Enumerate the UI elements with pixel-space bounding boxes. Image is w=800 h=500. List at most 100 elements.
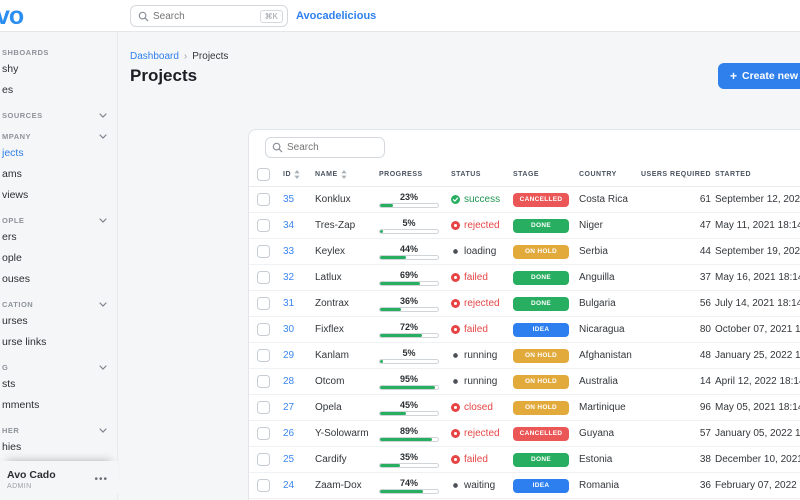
sidebar-item-label: mments — [2, 398, 40, 411]
project-id-link[interactable]: 33 — [283, 246, 295, 257]
project-name: Zontrax — [315, 298, 349, 309]
breadcrumb-dashboard[interactable]: Dashboard — [130, 51, 179, 62]
sidebar-item[interactable]: shy — [0, 58, 117, 79]
create-new-project-button[interactable]: + Create new pro — [718, 63, 800, 89]
stage-badge[interactable]: ON HOLD — [513, 400, 569, 415]
sidebar-section-heading[interactable]: G — [0, 361, 117, 373]
progress-indicator: 45% — [379, 400, 439, 416]
sidebar-item[interactable]: ams — [0, 163, 117, 184]
project-id-link[interactable]: 28 — [283, 376, 295, 387]
row-checkbox[interactable] — [257, 297, 270, 310]
sidebar-heading-label: SHBOARDS — [2, 47, 49, 57]
sidebar-item[interactable]: views — [0, 184, 117, 205]
main-content: Dashboard › Projects Projects + Create n… — [118, 32, 800, 500]
sidebar-section-heading[interactable]: SOURCES — [0, 109, 117, 121]
project-name: Kanlam — [315, 350, 349, 361]
sidebar-item[interactable]: ouses — [0, 268, 117, 289]
status-text: failed — [464, 454, 488, 465]
sidebar-item-label: jects — [2, 146, 24, 159]
stage-badge[interactable]: IDEA — [513, 322, 569, 337]
started-date: October 07, 2021 18:14 — [715, 324, 800, 335]
brand-link[interactable]: Avocadelicious — [296, 9, 377, 22]
stage-badge[interactable]: ON HOLD — [513, 374, 569, 389]
page-title: Projects — [130, 66, 198, 85]
sidebar-section-heading[interactable]: HER — [0, 424, 117, 436]
sidebar-item[interactable]: ople — [0, 247, 117, 268]
sort-icon[interactable] — [341, 170, 347, 179]
row-checkbox[interactable] — [257, 245, 270, 258]
sidebar-section-heading[interactable]: MPANY — [0, 130, 117, 142]
stage-badge[interactable]: DONE — [513, 452, 569, 467]
users-required-value: 37 — [699, 272, 711, 283]
project-id-link[interactable]: 24 — [283, 480, 295, 491]
project-id-link[interactable]: 30 — [283, 324, 295, 335]
progress-indicator: 23% — [379, 192, 439, 208]
row-checkbox[interactable] — [257, 219, 270, 232]
row-checkbox[interactable] — [257, 193, 270, 206]
progress-indicator: 95% — [379, 374, 439, 390]
row-checkbox[interactable] — [257, 271, 270, 284]
project-id-link[interactable]: 27 — [283, 402, 295, 413]
stage-badge[interactable]: CANCELLED — [513, 192, 569, 207]
sidebar-item[interactable]: mments — [0, 394, 117, 415]
progress-label: 72% — [399, 321, 418, 332]
sidebar-item[interactable]: hies — [0, 436, 117, 457]
project-name: Y-Solowarm — [315, 428, 369, 439]
stage-badge[interactable]: ON HOLD — [513, 244, 569, 259]
users-required-value: 14 — [699, 376, 711, 387]
status-red-icon — [451, 273, 460, 282]
progress-bar — [379, 358, 439, 364]
row-checkbox[interactable] — [257, 401, 270, 414]
table-search[interactable] — [265, 137, 385, 158]
stage-badge[interactable]: DONE — [513, 218, 569, 233]
global-search[interactable]: ⌘K — [130, 5, 288, 27]
breadcrumb-separator: › — [183, 51, 188, 62]
sidebar-section-heading[interactable]: CATION — [0, 298, 117, 310]
stage-badge[interactable]: IDEA — [513, 478, 569, 493]
select-all-checkbox[interactable] — [257, 168, 270, 181]
project-id-link[interactable]: 34 — [283, 220, 295, 231]
sidebar-section-heading[interactable]: OPLE — [0, 214, 117, 226]
row-checkbox[interactable] — [257, 427, 270, 440]
sidebar-item[interactable]: ers — [0, 226, 117, 247]
row-checkbox[interactable] — [257, 375, 270, 388]
progress-indicator: 74% — [379, 478, 439, 494]
table-row: 29 Kanlam 5% running ON HOLD Afghanistan 48 Jan… — [249, 343, 800, 369]
stage-badge[interactable]: ON HOLD — [513, 348, 569, 363]
sidebar-item[interactable]: jects — [0, 142, 117, 163]
sidebar-item[interactable]: sts — [0, 373, 117, 394]
country-text: Bulgaria — [579, 298, 616, 309]
column-header-id[interactable]: ID — [283, 170, 315, 179]
stage-badge[interactable]: DONE — [513, 270, 569, 285]
project-id-link[interactable]: 25 — [283, 454, 295, 465]
global-search-input[interactable] — [153, 10, 260, 22]
sidebar-nav: SHBOARDS shy es SOURCES MPANY jects ams views OP… — [0, 46, 117, 457]
sidebar-item-label: urse links — [2, 335, 47, 348]
user-profile[interactable]: Avo Cado ADMIN ••• — [0, 461, 118, 494]
row-checkbox[interactable] — [257, 323, 270, 336]
project-id-link[interactable]: 31 — [283, 298, 295, 309]
sidebar-item[interactable]: urse links — [0, 331, 117, 352]
row-checkbox[interactable] — [257, 453, 270, 466]
stage-badge[interactable]: CANCELLED — [513, 426, 569, 441]
stage-badge[interactable]: DONE — [513, 296, 569, 311]
column-header-name[interactable]: NAME — [315, 170, 379, 179]
started-date: December 10, 2021 18:14 — [715, 454, 800, 465]
project-id-link[interactable]: 35 — [283, 194, 295, 205]
table-search-input[interactable] — [287, 142, 378, 153]
project-name: Fixflex — [315, 324, 344, 335]
row-checkbox[interactable] — [257, 349, 270, 362]
progress-label: 36% — [399, 295, 418, 306]
project-id-link[interactable]: 32 — [283, 272, 295, 283]
sidebar-item[interactable]: urses — [0, 310, 117, 331]
create-button-label: Create new pro — [742, 70, 800, 82]
project-id-link[interactable]: 26 — [283, 428, 295, 439]
table-row: 26 Y-Solowarm 89% rejected CANCELLED Guyana 57… — [249, 421, 800, 447]
started-date: January 05, 2022 18:14 — [715, 428, 800, 439]
column-header-label: USERS REQUIRED — [640, 171, 711, 178]
row-checkbox[interactable] — [257, 479, 270, 492]
sort-icon[interactable] — [294, 170, 300, 179]
project-id-link[interactable]: 29 — [283, 350, 295, 361]
sidebar-item[interactable]: es — [0, 79, 117, 100]
user-menu-dots-icon[interactable]: ••• — [94, 474, 108, 485]
